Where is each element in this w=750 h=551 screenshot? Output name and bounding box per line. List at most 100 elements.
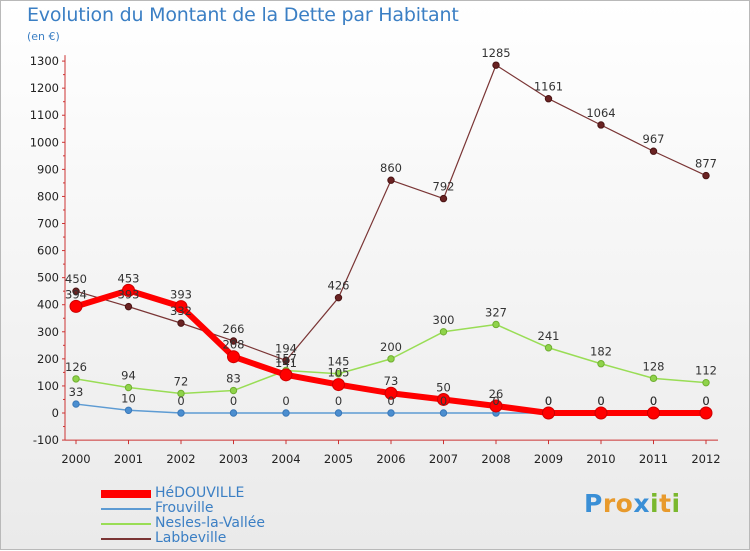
data-point — [227, 350, 240, 364]
data-point — [122, 283, 135, 297]
x-tick-label: 2002 — [166, 452, 195, 466]
data-label: 792 — [433, 180, 455, 194]
data-point — [332, 378, 345, 392]
data-label: 0 — [597, 394, 604, 408]
data-label: 0 — [545, 394, 552, 408]
data-label: 453 — [118, 271, 140, 285]
data-point — [492, 320, 500, 329]
data-point — [492, 61, 500, 69]
y-tick-label: 100 — [37, 379, 59, 393]
y-tick-label: 600 — [37, 244, 59, 258]
data-point — [387, 176, 395, 184]
data-label: 0 — [545, 394, 552, 408]
x-tick-label: 2011 — [639, 452, 668, 466]
data-label: 860 — [380, 161, 402, 175]
logo-letter: P — [584, 489, 603, 518]
y-tick-label: 1000 — [30, 135, 59, 149]
legend-swatch — [101, 523, 151, 525]
data-point — [124, 406, 133, 414]
data-label: 0 — [702, 394, 709, 408]
data-label: 0 — [230, 394, 237, 408]
data-point — [72, 287, 80, 295]
data-point — [439, 409, 448, 417]
data-label: 393 — [118, 288, 140, 302]
data-label: 126 — [65, 360, 87, 374]
data-point — [282, 356, 290, 365]
logo-letter: i — [650, 489, 660, 518]
x-tick-label: 2004 — [271, 452, 300, 466]
x-tick-label: 2005 — [324, 452, 353, 466]
data-label: 105 — [328, 366, 350, 380]
x-tick-label: 2009 — [534, 452, 563, 466]
data-label: 0 — [335, 394, 342, 408]
x-tick-label: 2010 — [586, 452, 615, 466]
legend-swatch — [101, 490, 151, 498]
data-point — [69, 299, 83, 313]
data-label: 1064 — [586, 106, 615, 120]
data-label: 300 — [433, 313, 455, 327]
data-point — [387, 355, 395, 363]
data-point — [334, 293, 343, 302]
data-label: 0 — [440, 394, 447, 408]
y-tick-label: 1200 — [30, 81, 59, 95]
data-point — [229, 337, 238, 345]
data-label: 332 — [170, 304, 192, 318]
data-point — [334, 370, 343, 378]
x-tick-label: 2003 — [219, 452, 248, 466]
y-tick-label: 900 — [37, 162, 59, 176]
data-label: 145 — [328, 355, 350, 369]
data-label: 0 — [650, 394, 657, 408]
data-point — [72, 375, 80, 383]
data-point — [597, 121, 605, 129]
data-point — [439, 194, 448, 203]
data-label: 194 — [275, 341, 297, 355]
x-tick-label: 2000 — [61, 452, 90, 466]
data-point — [387, 409, 395, 417]
data-point — [177, 409, 185, 417]
data-label: 33 — [69, 385, 84, 399]
data-label: 50 — [436, 380, 451, 394]
legend-label: HéDOUVILLE — [155, 485, 245, 501]
data-point — [72, 400, 80, 408]
legend-swatch — [101, 538, 151, 540]
legend-label: Frouville — [155, 500, 214, 516]
data-point — [594, 406, 608, 420]
data-point — [439, 328, 448, 336]
data-label: 393 — [170, 288, 192, 302]
data-label: 241 — [538, 329, 560, 343]
legend-label: Nesles-la-Vallée — [155, 515, 266, 531]
data-point — [174, 300, 188, 314]
legend-swatch — [101, 508, 151, 510]
y-tick-label: 0 — [52, 406, 59, 420]
data-point — [279, 368, 293, 382]
proxiti-logo: Proxiti — [584, 489, 681, 518]
x-tick-label: 2007 — [429, 452, 458, 466]
y-tick-label: -100 — [33, 433, 59, 447]
unit-label: (en €) — [27, 30, 60, 43]
data-point — [597, 360, 605, 368]
data-label: 200 — [380, 340, 402, 354]
data-point — [282, 409, 290, 417]
data-label: 182 — [590, 345, 612, 359]
data-point — [489, 399, 503, 413]
y-tick-label: 1300 — [30, 54, 59, 68]
y-tick-label: 500 — [37, 271, 59, 285]
data-point — [544, 95, 553, 103]
data-point — [702, 171, 710, 180]
x-tick-label: 2008 — [481, 452, 510, 466]
logo-letter: x — [633, 489, 650, 518]
data-point — [177, 389, 185, 398]
data-label: 0 — [597, 394, 604, 408]
data-label: 877 — [695, 157, 717, 171]
data-label: 426 — [328, 279, 350, 293]
data-label: 128 — [643, 359, 665, 373]
data-point — [229, 386, 238, 395]
legend-label: Labbeville — [155, 530, 227, 546]
y-tick-label: 800 — [37, 189, 59, 203]
y-tick-label: 1100 — [30, 108, 59, 122]
x-tick-label: 2006 — [376, 452, 405, 466]
data-label: 94 — [121, 369, 136, 383]
data-point — [544, 344, 553, 352]
y-tick-label: 300 — [37, 325, 59, 339]
